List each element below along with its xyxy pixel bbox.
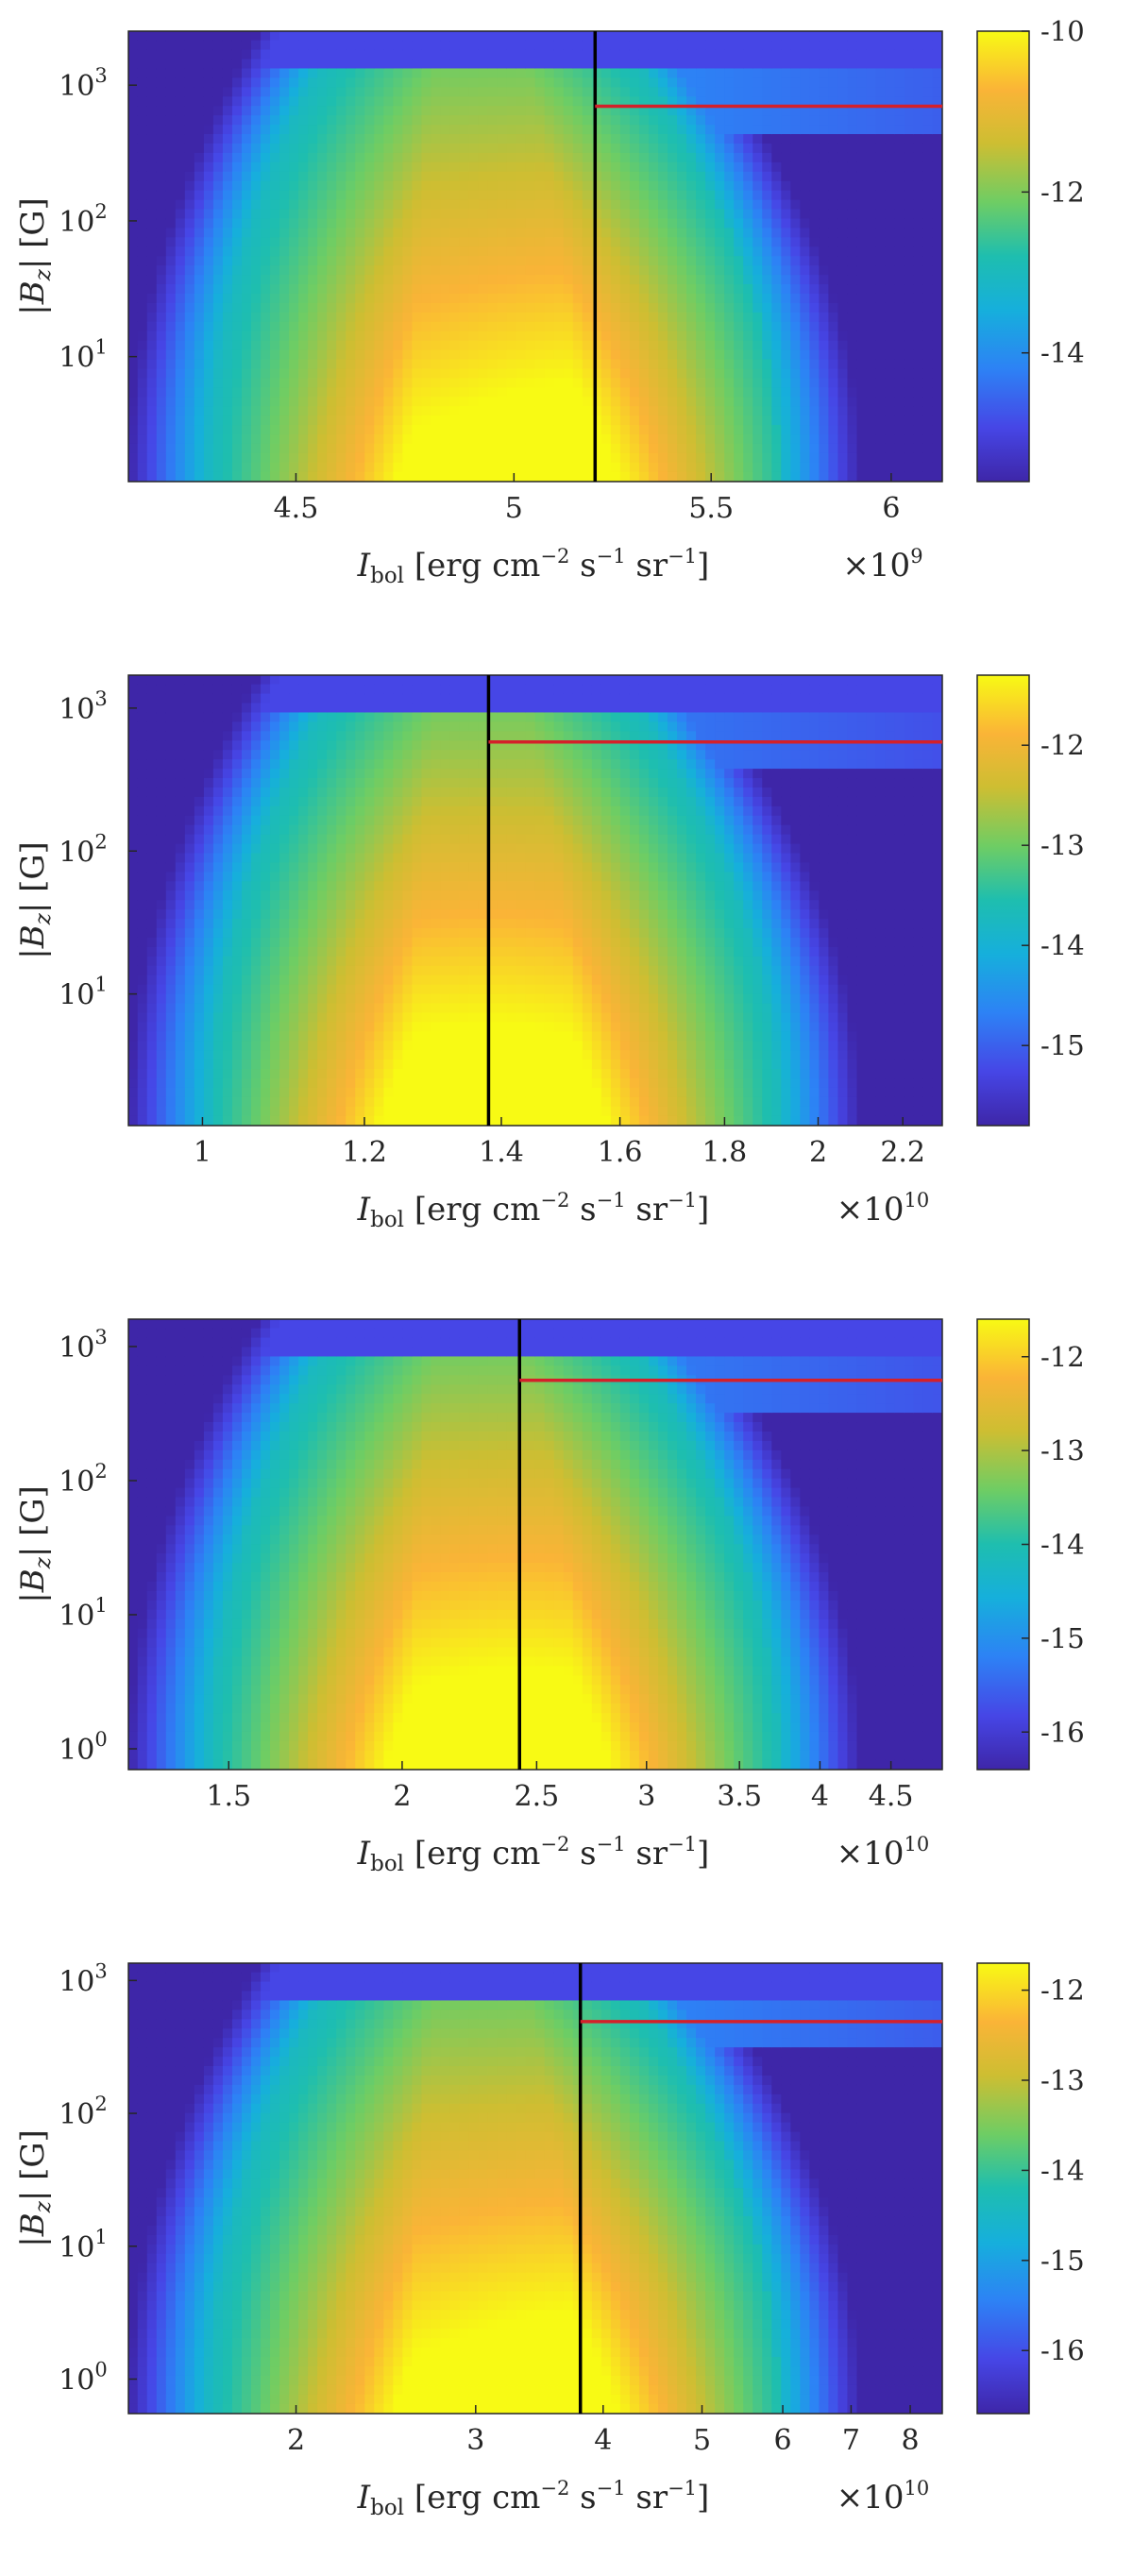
- y-tick-label: 101: [59, 974, 108, 1012]
- y-tick-label: 102: [59, 830, 108, 869]
- plot-frame: [127, 30, 943, 483]
- y-tick-label: 103: [59, 1959, 108, 1998]
- colorbar-tick-label: -13: [1040, 1434, 1085, 1466]
- density-field: [127, 1962, 943, 2415]
- x-tick-label: 3.5: [717, 1780, 762, 1813]
- x-axis-multiplier: ×109: [842, 545, 922, 585]
- x-tick-label: 1.8: [702, 1136, 748, 1169]
- x-axis-label: Ibol [erg cm−2 s−1 sr−1]: [357, 545, 710, 588]
- plot-frame: [127, 1962, 943, 2415]
- x-axis-label: Ibol [erg cm−2 s−1 sr−1]: [357, 2477, 710, 2520]
- x-tick-label: 5.5: [688, 492, 734, 525]
- heatmap-panel-3: 1.5 2 2.5 3 3.5 4 4.5 100 101 102 103 |Bz| [G] Ibol …: [14, 1318, 1085, 1876]
- density-field: [127, 1318, 943, 1771]
- colorbar-tick-label: -16: [1040, 2334, 1085, 2366]
- x-tick-label: 1.5: [206, 1780, 251, 1813]
- x-axis-multiplier: ×1010: [837, 1189, 930, 1229]
- y-tick-label: 101: [59, 1594, 108, 1633]
- colorbar: [976, 1318, 1030, 1771]
- y-tick-label: 103: [59, 64, 108, 103]
- colorbar-tick-label: -14: [1040, 337, 1085, 369]
- x-axis-label: Ibol [erg cm−2 s−1 sr−1]: [357, 1189, 710, 1232]
- colorbar-tick-label: -12: [1040, 1974, 1085, 2007]
- y-tick-label: 102: [59, 2093, 108, 2131]
- x-tick-label: 5: [505, 492, 523, 525]
- colorbar: [976, 30, 1030, 483]
- colorbar-tick-label: -15: [1040, 2245, 1085, 2277]
- colorbar: [976, 1962, 1030, 2415]
- y-tick-label: 103: [59, 1326, 108, 1364]
- x-tick-label: 3: [466, 2424, 484, 2457]
- x-tick-label: 7: [842, 2424, 860, 2457]
- colorbar-tick-label: -14: [1040, 2154, 1085, 2186]
- y-tick-label: 100: [59, 1728, 108, 1767]
- x-tick-label: 6: [882, 492, 900, 525]
- y-tick-label: 101: [59, 2226, 108, 2264]
- heatmap-panel-1: 4.5 5 5.5 6 101 102 103 |Bz| [G] Ibol [erg cm−2 …: [14, 15, 1085, 588]
- x-axis-label: Ibol [erg cm−2 s−1 sr−1]: [357, 1833, 710, 1876]
- colorbar-tick-label: -16: [1040, 1716, 1085, 1748]
- heatmap-panel-2: 1 1.2 1.4 1.6 1.8 2 2.2 101 102 103 |Bz| [G] Ibol […: [14, 674, 1085, 1232]
- x-tick-label: 2: [393, 1780, 411, 1813]
- x-tick-label: 1.4: [479, 1136, 524, 1169]
- x-tick-label: 4.5: [869, 1780, 914, 1813]
- x-axis-multiplier: ×1010: [837, 1833, 930, 1873]
- x-tick-label: 4: [594, 2424, 612, 2457]
- colorbar-tick-label: -12: [1040, 1341, 1085, 1373]
- colorbar-tick-label: -14: [1040, 1529, 1085, 1561]
- x-tick-label: 1.2: [342, 1136, 387, 1169]
- x-tick-label: 8: [902, 2424, 920, 2457]
- x-tick-label: 2.2: [880, 1136, 925, 1169]
- y-tick-label: 101: [59, 336, 108, 375]
- plot-frame: [127, 1318, 943, 1771]
- x-tick-label: 1: [194, 1136, 211, 1169]
- x-tick-label: 5: [693, 2424, 711, 2457]
- x-axis-multiplier: ×1010: [837, 2477, 930, 2517]
- x-tick-label: 2.5: [515, 1780, 560, 1813]
- colorbar-tick-label: -13: [1040, 2064, 1085, 2096]
- y-tick-label: 100: [59, 2358, 108, 2397]
- colorbar-tick-label: -15: [1040, 1622, 1085, 1654]
- x-tick-label: 4.5: [274, 492, 319, 525]
- x-tick-label: 4: [811, 1780, 829, 1813]
- density-field: [127, 674, 943, 1127]
- colorbar-tick-label: -14: [1040, 929, 1085, 961]
- density-field: [127, 30, 943, 483]
- y-tick-label: 102: [59, 200, 108, 239]
- y-axis-label: |Bz| [G]: [14, 197, 56, 315]
- heatmap-panel-4: 2 3 4 5 6 7 8 100 101 102 103 |Bz| [G] Ibol [erg cm−…: [14, 1959, 1085, 2520]
- y-tick-label: 102: [59, 1460, 108, 1499]
- x-tick-label: 3: [637, 1780, 655, 1813]
- y-axis-label: |Bz| [G]: [14, 2129, 56, 2247]
- x-tick-label: 6: [774, 2424, 792, 2457]
- colorbar-tick-label: -10: [1040, 15, 1085, 47]
- y-axis-label: |Bz| [G]: [14, 1485, 56, 1603]
- x-tick-label: 2: [809, 1136, 827, 1169]
- y-axis-label: |Bz| [G]: [14, 841, 56, 959]
- colorbar-tick-label: -13: [1040, 829, 1085, 861]
- x-tick-label: 2: [287, 2424, 305, 2457]
- colorbar-tick-label: -15: [1040, 1029, 1085, 1061]
- colorbar-tick-label: -12: [1040, 729, 1085, 761]
- colorbar-tick-label: -12: [1040, 176, 1085, 208]
- y-tick-label: 103: [59, 687, 108, 726]
- x-tick-label: 1.6: [598, 1136, 643, 1169]
- plot-frame: [127, 674, 943, 1127]
- colorbar: [976, 674, 1030, 1127]
